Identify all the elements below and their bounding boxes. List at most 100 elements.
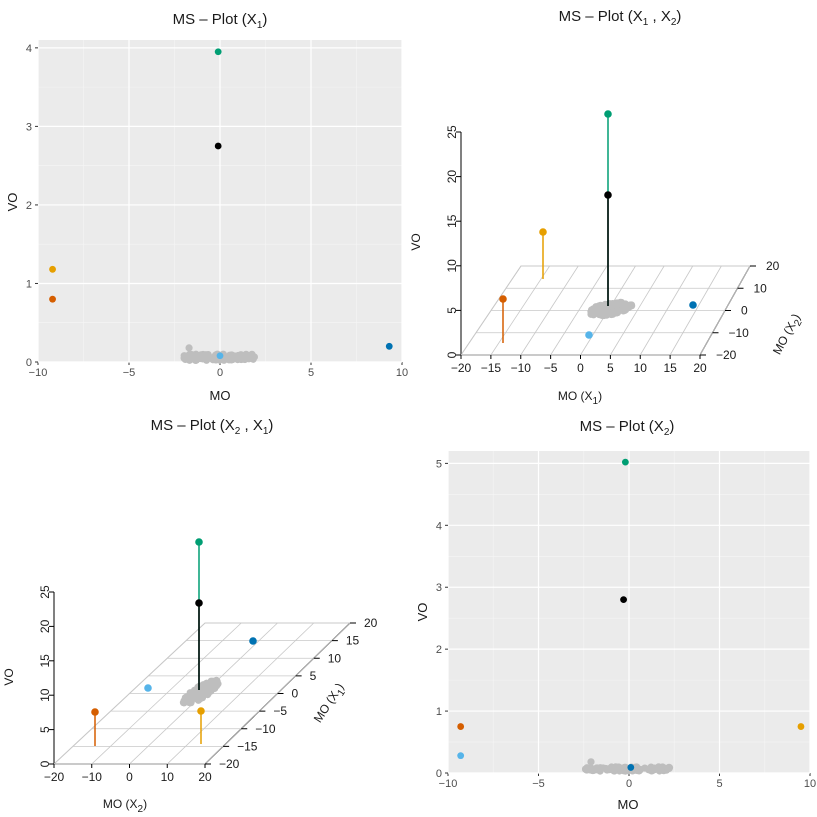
p4-point-vermillion [457, 723, 465, 730]
p1-tick-label-x: 10 [396, 367, 408, 379]
p3-tick-label-z: 10 [38, 688, 52, 702]
p2-point-black [604, 191, 612, 199]
p2-point-skyblue [585, 331, 593, 339]
p2-tick-label-y: −20 [716, 348, 737, 362]
p2-tick-label-z: 0 [445, 351, 459, 358]
p4-point-blue [627, 764, 635, 771]
p2-title: MS – Plot (X1 , X2) [559, 8, 682, 28]
p4-point-black [620, 596, 627, 604]
p3-tick-label-x: 20 [198, 770, 212, 784]
p3-tick-label-z: 20 [38, 619, 52, 633]
p3-tick-label-y: 10 [328, 651, 342, 665]
p3-point-blue [249, 637, 257, 645]
p1-point-vermillion [49, 295, 56, 303]
p1-cloud-point [240, 355, 248, 363]
p4-tick-label-y: 5 [436, 458, 442, 470]
p4-point-skyblue [457, 752, 465, 760]
p1-cloud-point [185, 344, 193, 352]
p2-ticks: −20 −15 −10 −5 0 5 10 15 20 −20 −10 0 10 20 0 5 10 15 20 25 [445, 125, 780, 375]
p2-tick-label-y: 20 [766, 259, 780, 273]
p1-point-black [214, 142, 222, 150]
p3-tick-label-x: −20 [44, 770, 65, 784]
p3-point-orange [197, 707, 205, 715]
p4-cloud-point [583, 764, 591, 772]
p2-cloud-point [628, 301, 636, 309]
p4-tick-label-x: −10 [439, 778, 458, 790]
p2-cloud-point [587, 310, 595, 318]
p2-cloud-point [618, 301, 626, 309]
p2-tick-label-x: −20 [451, 361, 472, 375]
p2-tick-label-z: 15 [445, 214, 459, 228]
p4-tick-label-x: 10 [804, 778, 816, 790]
p3-point-vermillion [91, 708, 99, 716]
p1-plot: −10 −5 0 5 10 0 1 2 3 4 [26, 40, 408, 379]
p3-tick-label-y: −10 [255, 722, 276, 736]
p2-tick-label-y: −10 [729, 326, 750, 340]
p3-point-green [195, 538, 203, 546]
p3-tick-label-x: −10 [82, 770, 103, 784]
p1-ylabel: VO [5, 193, 20, 212]
p1-tick-label-y: 4 [26, 43, 32, 55]
p4-tick-label-y: 2 [436, 644, 442, 656]
p3-zlabel: VO [2, 668, 16, 685]
p2-tick-label-x: 0 [577, 361, 584, 375]
p2-tick-label-z: 5 [445, 307, 459, 314]
p2-tick-label-y: 10 [754, 281, 768, 295]
p2-cloud-point [612, 301, 620, 309]
p4-point-orange [797, 723, 805, 730]
p1-cloud-point [223, 354, 231, 362]
p3-point-skyblue [144, 684, 152, 692]
p3-tick-label-x: 10 [161, 770, 175, 784]
p2-tick-label-x: −10 [511, 361, 532, 375]
p1-tick-label-y: 2 [26, 200, 32, 212]
p4-tick-label-x: 5 [716, 778, 722, 790]
p3-title: MS – Plot (X2 , X1) [151, 417, 274, 437]
p3-tick-label-y: −5 [273, 704, 287, 718]
p2-tick-label-z: 10 [445, 259, 459, 273]
p1-xlabel: MO [210, 388, 231, 403]
p3-xlabel: MO (X2) [103, 797, 147, 815]
p3-cloud-point [180, 698, 188, 706]
p2-tick-label-x: 5 [607, 361, 614, 375]
p2-tick-label-x: −15 [481, 361, 502, 375]
p1-point-orange [49, 265, 56, 273]
p4-tick-label-x: −5 [532, 778, 545, 790]
p4-cloud-point [589, 765, 598, 773]
p3-cloud-point [204, 682, 212, 690]
p4-ylabel: VO [415, 603, 430, 622]
p1-cloud-point [229, 355, 237, 363]
p4-tick-label-y: 0 [436, 768, 442, 780]
p2-point-blue [689, 301, 697, 309]
p2-point-green [604, 110, 612, 118]
p1-cloud-point [205, 354, 213, 362]
p4-cloud-point [648, 767, 656, 775]
p2-tick-label-z: 25 [445, 125, 459, 139]
p3-cloud [179, 676, 222, 707]
p1-title: MS – Plot (X1) [173, 11, 268, 31]
p2-cloud-point [597, 307, 605, 315]
p2-xlabel: MO (X1) [558, 389, 602, 407]
p4-tick-label-y: 3 [436, 582, 442, 594]
p3-cloud-point [186, 699, 194, 707]
p3-tick-label-y: 15 [346, 634, 360, 648]
p4-cloud-point [587, 758, 595, 766]
p1-tick-label-y: 3 [26, 121, 32, 133]
p2-tick-label-x: 15 [663, 361, 677, 375]
p3-tick-label-z: 5 [38, 726, 52, 733]
p3-tick-label-y: 20 [364, 616, 378, 630]
p1-cloud-point [234, 351, 242, 360]
p2-point-orange [539, 228, 547, 236]
p1-tick-label-x: 0 [217, 367, 223, 379]
p1-tick-label-y: 0 [26, 357, 32, 369]
p3-cloud-point [211, 678, 219, 686]
p1-tick-label-y: 1 [26, 278, 32, 290]
p3-tick-label-y: −20 [219, 757, 240, 771]
p2-tick-label-x: 20 [693, 361, 707, 375]
p3-point-black [195, 599, 203, 607]
p3-tick-label-x: 0 [126, 770, 133, 784]
p1-tick-label-x: 5 [308, 367, 314, 379]
p2-ylabel: MO (X2) [770, 311, 807, 359]
p2-cloud [587, 298, 636, 320]
